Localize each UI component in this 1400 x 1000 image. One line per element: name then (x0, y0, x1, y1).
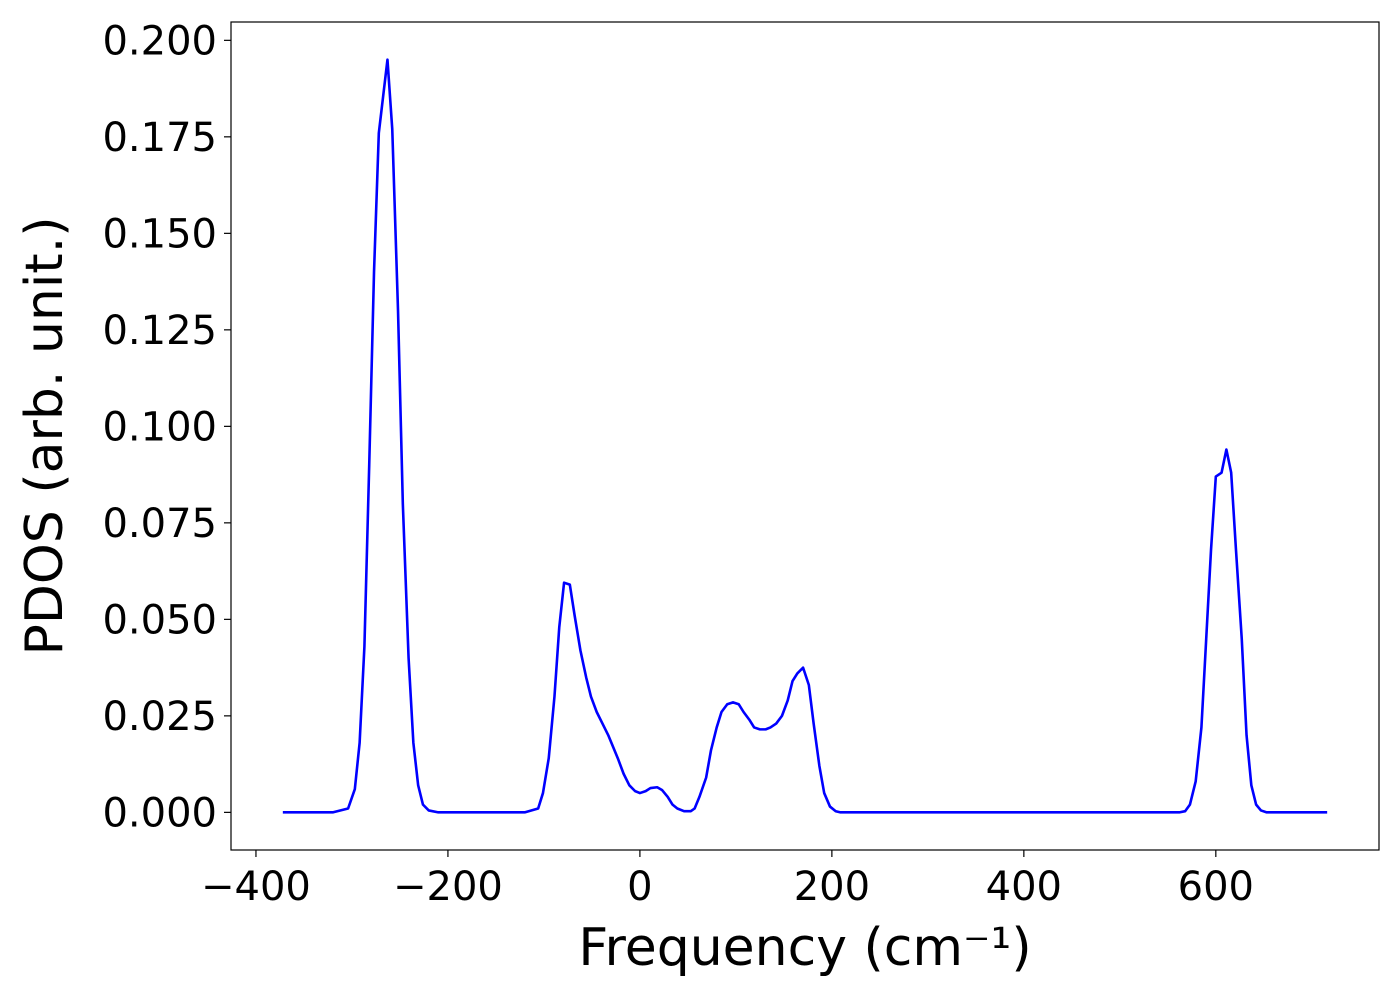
y-tick-label: 0.150 (102, 211, 217, 257)
y-tick-label: 0.075 (102, 501, 217, 547)
x-tick-label: −400 (201, 864, 311, 910)
x-tick-label: 600 (1178, 864, 1254, 910)
y-axis-label: PDOS (arb. unit.) (15, 216, 75, 655)
x-tick-label: 200 (794, 864, 870, 910)
plot-frame (230, 21, 1380, 851)
x-axis-label: Frequency (cm⁻¹) (578, 918, 1031, 978)
y-tick-label: 0.000 (102, 790, 217, 836)
y-tick-label: 0.175 (102, 115, 217, 161)
x-tick-label: 400 (986, 864, 1062, 910)
x-tick-label: 0 (627, 864, 652, 910)
y-tick-label: 0.025 (102, 694, 217, 740)
y-tick-label: 0.200 (102, 18, 217, 64)
y-tick-label: 0.050 (102, 597, 217, 643)
x-tick-label: −200 (393, 864, 503, 910)
pdos-line (282, 58, 1328, 814)
y-tick-label: 0.100 (102, 404, 217, 450)
y-tick-label: 0.125 (102, 308, 217, 354)
